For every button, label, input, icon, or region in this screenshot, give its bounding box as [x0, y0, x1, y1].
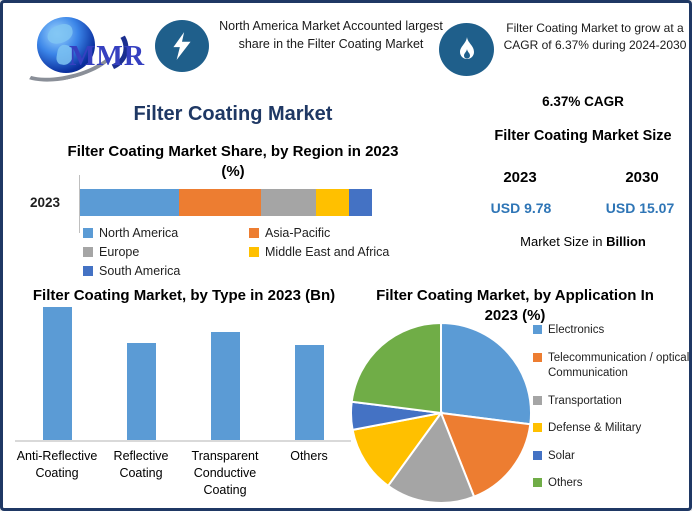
category-label-transparent-conductive-coating: Transparent Conductive Coating: [191, 449, 259, 497]
category-label-reflective-coating: Reflective Coating: [113, 449, 169, 480]
application-legend: Electronics Telecommunication / optical C…: [533, 323, 690, 492]
legend-item-others: Others: [533, 476, 689, 492]
legend-item-solar: Solar: [533, 449, 689, 465]
pie-slice-electronics: Electronics 27%: [440, 321, 532, 426]
region-segment-north-america: [80, 189, 180, 216]
legend-swatch: [83, 247, 93, 257]
type-bar-plot: [15, 303, 351, 442]
application-chart-title: Filter Coating Market, by Application In…: [376, 287, 654, 324]
legend-item-electronics: Electronics: [533, 323, 689, 339]
logo-text: MMR: [69, 41, 146, 72]
lightning-icon: [155, 20, 209, 72]
legend-label: Transportation: [548, 394, 622, 407]
category-label-anti-reflective-coating: Anti-Reflective Coating: [16, 449, 98, 480]
region-segment-middle-east-and-africa: [316, 189, 349, 216]
legend-swatch: [533, 450, 542, 460]
legend-label: Electronics: [548, 324, 605, 336]
callout-north-america: North America Market Accounted largest s…: [219, 19, 443, 51]
legend-label: Defense & Military: [548, 422, 642, 435]
bar-anti-reflective-coating: [42, 307, 72, 440]
page-title: Filter Coating Market: [133, 103, 333, 125]
market-size-footnote: Market Size in Billion: [473, 234, 689, 249]
legend-swatch: [83, 266, 93, 276]
mmr-logo: MMR: [10, 9, 158, 91]
footnote-prefix: Market Size in: [520, 234, 607, 249]
category-label-others: Others: [290, 449, 328, 463]
globe-icon: [37, 17, 95, 73]
region-stacked-bar: [80, 189, 372, 216]
market-size-2030-value: USD 15.07: [605, 200, 675, 216]
region-chart-axis: [79, 175, 80, 233]
market-size-2023-value: USD 9.78: [490, 200, 552, 216]
legend-label: Solar: [548, 449, 575, 462]
year-end-label: 2030: [625, 169, 659, 186]
legend-item-defense-military: Defense & Military: [533, 421, 689, 437]
flame-icon: [439, 23, 494, 76]
legend-item-middle-east-and-africa: Middle East and Africa: [249, 245, 393, 259]
bar-reflective-coating: [126, 343, 156, 440]
legend-swatch: [533, 352, 542, 362]
bar-cell: [15, 307, 99, 440]
cagr-value: 6.37% CAGR: [542, 94, 624, 109]
legend-item-transportation: Transportation: [533, 394, 689, 410]
legend-label: Asia-Pacific: [265, 226, 331, 240]
callout-cagr: Filter Coating Market to grow at a CAGR …: [503, 21, 687, 52]
legend-item-south-america: South America: [83, 264, 249, 278]
type-category-labels: Anti-Reflective Coating Reflective Coatin…: [15, 448, 351, 499]
pie-slice-telecommunication-optical-communication: Telecommunication / optical Communicatio…: [439, 411, 532, 498]
legend-label: Europe: [99, 245, 140, 259]
legend-label: Others: [548, 477, 583, 490]
year-start-label: 2023: [503, 169, 537, 186]
region-segment-asia-pacific: [179, 189, 262, 216]
bar-transparent-conductive-coating: [210, 332, 240, 440]
region-chart-category-label: 2023: [29, 195, 61, 210]
legend-label: North America: [99, 226, 179, 240]
legend-item-europe: Europe: [83, 245, 249, 259]
region-chart-title: Filter Coating Market Share, by Region i…: [67, 143, 399, 180]
pie-slice-others: Others 23%: [350, 321, 442, 415]
legend-swatch: [533, 325, 542, 334]
legend-swatch: [533, 395, 542, 405]
pie-slice-defense-military: Defense & Military 12%: [351, 411, 444, 488]
bar-cell: [267, 345, 351, 440]
legend-swatch: [249, 228, 259, 238]
legend-swatch: [533, 423, 542, 433]
region-segment-south-america: [348, 189, 372, 216]
type-chart-title: Filter Coating Market, by Type in 2023 (…: [32, 287, 336, 304]
bar-cell: [183, 332, 267, 440]
legend-swatch: [533, 478, 542, 488]
legend-swatch: [249, 247, 259, 257]
pie-slice-transportation: Transportation 16%: [386, 410, 476, 504]
footnote-unit: Billion: [606, 234, 646, 249]
legend-label: South America: [99, 264, 181, 278]
legend-swatch: [83, 228, 93, 238]
legend-item-asia-pacific: Asia-Pacific: [249, 226, 393, 240]
legend-item-telecommunication-optical-communication: Telecommunication / optical Communicatio…: [533, 351, 690, 382]
legend-label: Telecommunication / optical Communicatio…: [548, 351, 690, 380]
region-segment-europe: [261, 189, 317, 216]
bar-others: [294, 345, 324, 440]
application-pie: Electronics 27%Telecommunication / optic…: [350, 321, 532, 504]
legend-item-north-america: North America: [83, 226, 249, 240]
region-legend: North America Asia-Pacific Europe Middle Ea…: [83, 226, 393, 278]
market-size-title: Filter Coating Market Size: [494, 128, 672, 144]
legend-label: Middle East and Africa: [265, 245, 390, 259]
bar-cell: [99, 343, 183, 440]
